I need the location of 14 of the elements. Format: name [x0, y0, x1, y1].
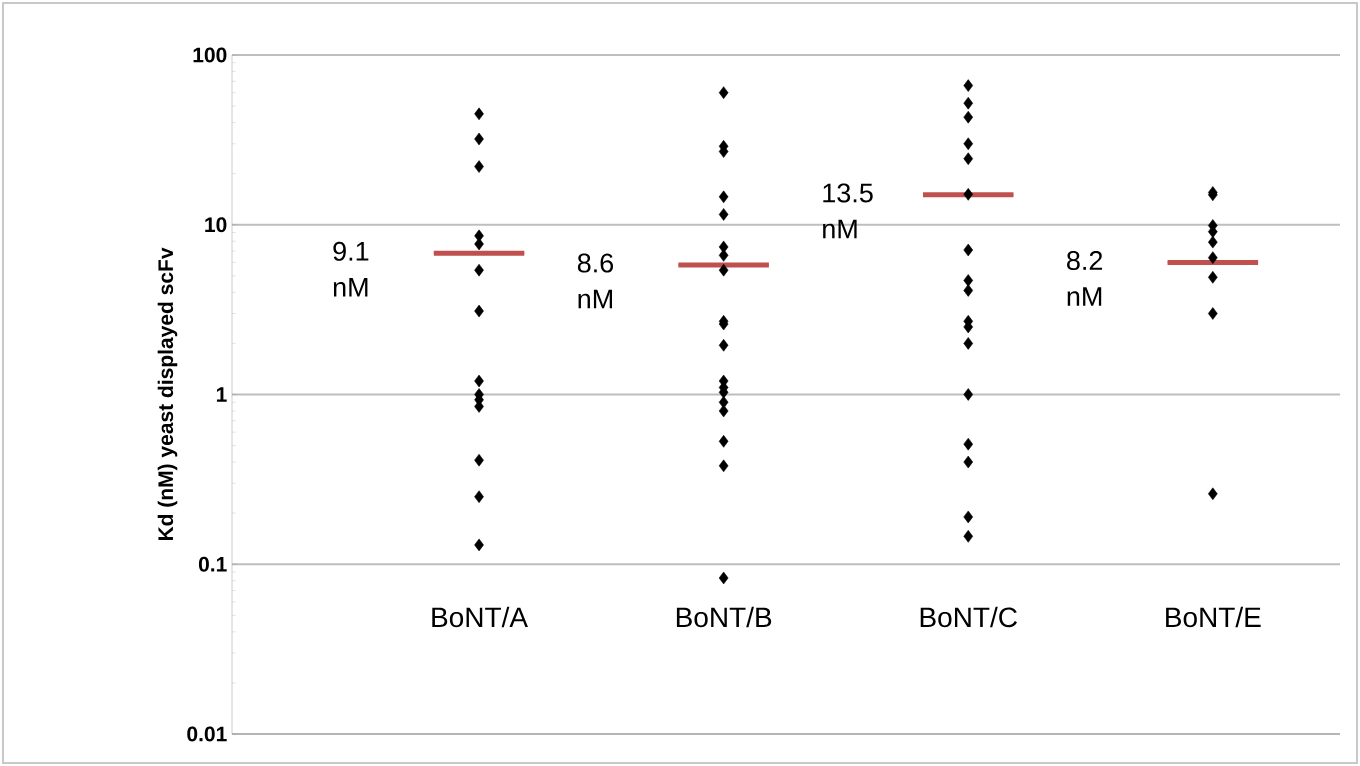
annotation: 8.2 nM [1067, 250, 1103, 306]
y-tick-label: 10 [205, 217, 227, 233]
annotation: 13.5 nM [823, 183, 873, 239]
x-tick-label: BoNT/E [1166, 606, 1261, 628]
x-tick-label: BoNT/B [676, 606, 772, 628]
x-tick-label: BoNT/C [920, 606, 1017, 628]
y-axis-title: Kd (nM) yeast displayed scFv [157, 247, 178, 541]
y-tick-label: 100 [193, 47, 227, 63]
y-tick-label: 0.01 [187, 726, 227, 742]
x-tick-label: BoNT/A [432, 606, 528, 628]
y-tick-label: 0.1 [198, 556, 227, 572]
annotation: 8.6 nM [577, 253, 614, 309]
y-tick-label: 1 [216, 387, 227, 402]
annotation: 9.1 nM [333, 241, 369, 297]
